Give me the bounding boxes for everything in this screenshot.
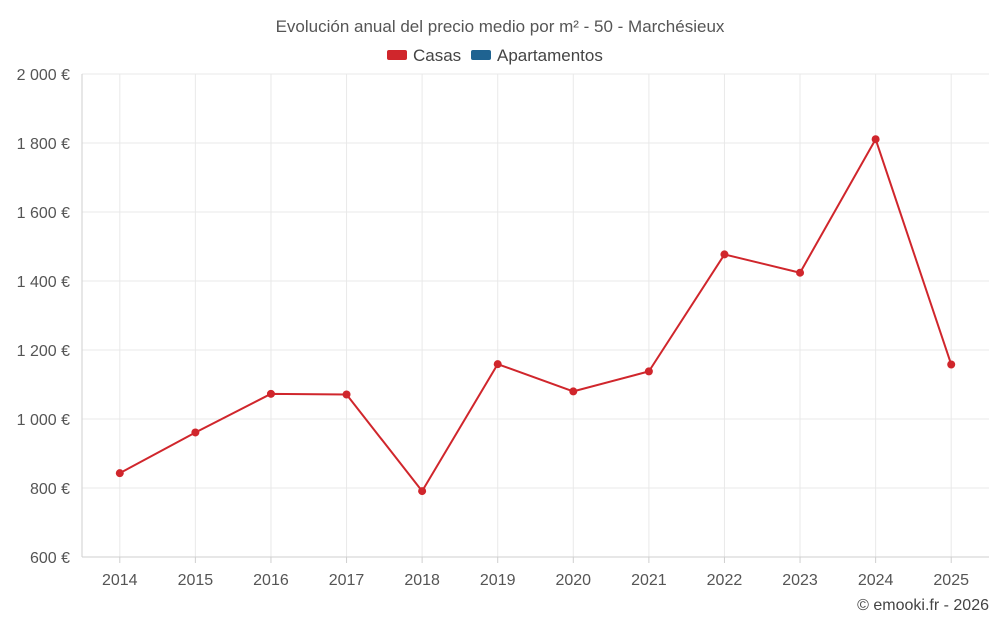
series [115, 135, 956, 496]
legend-swatch-casas [387, 50, 407, 60]
x-tick-label: 2025 [933, 572, 969, 589]
legend: Casas Apartamentos [387, 46, 603, 65]
y-tick-label: 800 € [30, 481, 70, 498]
x-tick-label: 2014 [102, 572, 138, 589]
y-tick-label: 600 € [30, 550, 70, 567]
grid [82, 73, 989, 557]
data-point-casas-2021[interactable] [644, 367, 653, 376]
y-tick-label: 1 400 € [17, 274, 70, 291]
chart-title: Evolución anual del precio medio por m² … [276, 17, 725, 36]
x-axis-ticks: 2014 2015 2016 2017 2018 2019 2020 2021 2022 2023… [102, 557, 969, 589]
y-tick-label: 1 000 € [17, 412, 70, 429]
data-point-casas-2017[interactable] [342, 390, 351, 399]
legend-label-apartamentos: Apartamentos [497, 46, 603, 65]
x-tick-label: 2015 [178, 572, 214, 589]
y-tick-label: 2 000 € [17, 67, 70, 84]
x-tick-label: 2018 [404, 572, 440, 589]
legend-label-casas: Casas [413, 46, 461, 65]
data-point-casas-2016[interactable] [266, 389, 275, 398]
x-tick-label: 2020 [555, 572, 591, 589]
data-point-casas-2014[interactable] [115, 469, 124, 478]
y-axis-ticks: 600 € 800 € 1 000 € 1 200 € 1 400 € 1 600 € 1 … [17, 67, 70, 567]
data-point-casas-2022[interactable] [720, 250, 729, 259]
x-tick-label: 2022 [707, 572, 743, 589]
legend-item-casas[interactable]: Casas [387, 46, 461, 65]
series-line-casas [119, 138, 953, 493]
x-tick-label: 2024 [858, 572, 894, 589]
data-point-casas-2018[interactable] [418, 487, 427, 496]
data-point-casas-2019[interactable] [493, 360, 502, 369]
data-point-casas-2025[interactable] [947, 360, 956, 369]
axes [81, 74, 989, 558]
y-tick-label: 1 200 € [17, 343, 70, 360]
data-point-casas-2015[interactable] [191, 428, 200, 437]
x-tick-label: 2019 [480, 572, 516, 589]
y-tick-label: 1 600 € [17, 205, 70, 222]
x-tick-label: 2023 [782, 572, 818, 589]
credit-text: © emooki.fr - 2026 [857, 597, 989, 614]
x-tick-label: 2016 [253, 572, 289, 589]
data-point-casas-2023[interactable] [796, 268, 805, 277]
legend-swatch-apartamentos [471, 50, 491, 60]
data-point-casas-2024[interactable] [871, 135, 880, 144]
x-tick-label: 2021 [631, 572, 667, 589]
legend-item-apartamentos[interactable]: Apartamentos [471, 46, 603, 65]
x-tick-label: 2017 [329, 572, 365, 589]
data-point-casas-2020[interactable] [569, 387, 578, 396]
y-tick-label: 1 800 € [17, 136, 70, 153]
